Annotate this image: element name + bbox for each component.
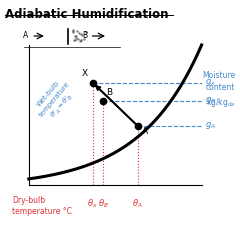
Text: B: B — [107, 88, 113, 97]
Text: A: A — [142, 127, 148, 136]
Text: Dry-bulb
temperature °C: Dry-bulb temperature °C — [12, 196, 72, 216]
Text: $\theta_A$: $\theta_A$ — [132, 198, 143, 211]
Text: A: A — [23, 32, 29, 40]
Text: $g_A$: $g_A$ — [205, 120, 216, 131]
Text: $g_B$: $g_B$ — [205, 95, 216, 106]
Text: X: X — [81, 70, 88, 79]
Text: $\theta_x$: $\theta_x$ — [87, 198, 98, 211]
Text: $g_x$: $g_x$ — [205, 77, 216, 88]
Text: Moisture
content
kg/kg$_{da}$: Moisture content kg/kg$_{da}$ — [202, 71, 235, 109]
Text: Adiabatic Humidification: Adiabatic Humidification — [5, 8, 168, 21]
Text: $\theta_B$: $\theta_B$ — [98, 198, 108, 211]
Text: Wet-bulb
temperature
$\theta'_A = \theta'_B$: Wet-bulb temperature $\theta'_A = \theta… — [32, 75, 81, 126]
Text: B: B — [83, 32, 88, 40]
